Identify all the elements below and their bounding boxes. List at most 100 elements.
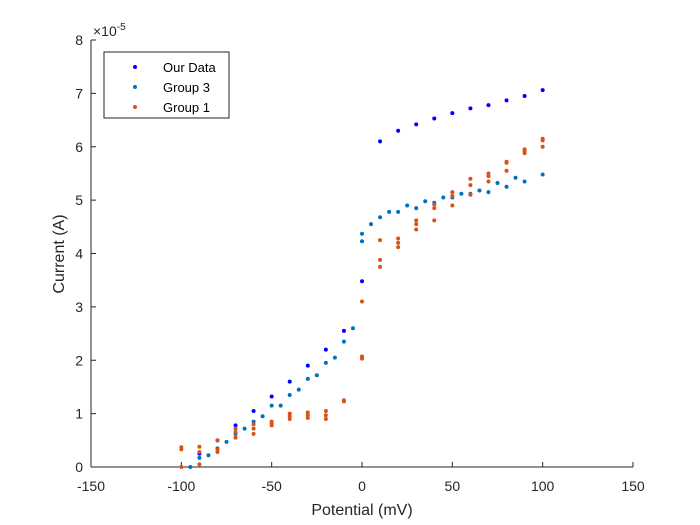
legend-label-group-3: Group 3 [163,80,210,95]
data-point-our-data [251,408,256,413]
y-tick-label: 0 [75,459,83,475]
data-point-group-1 [360,299,364,304]
data-point-group-3 [369,222,374,227]
data-point-group-3 [540,172,545,177]
data-point-group-1 [269,419,274,424]
data-point-group-1 [450,193,455,198]
data-point-our-data [323,347,328,352]
ticks: -150 -100 -50 0 50 100 150 0 1 2 3 4 5 6 7 8 [75,32,645,494]
data-point-group-1 [378,264,383,269]
legend-marker-group-3 [133,85,137,89]
y-tick-label: 1 [75,406,83,422]
data-point-group-1 [450,190,455,195]
data-point-group-1 [360,354,364,359]
data-point-group-1 [323,416,328,421]
data-point-group-1 [215,438,220,443]
data-point-group-1 [233,426,238,431]
y-exponent-base: ×10 [93,23,117,39]
data-point-group-1 [414,227,419,232]
data-point-group-3 [341,339,346,344]
data-point-our-data [486,103,491,108]
data-point-group-3 [305,376,310,381]
y-axis-title: Current (A) [51,214,68,293]
data-point-group-1 [486,171,491,176]
data-point-group-1 [450,203,455,208]
data-point-group-1 [396,236,401,241]
x-axis-title: Potential (mV) [311,502,412,519]
data-point-group-3 [242,426,247,431]
data-point-our-data [414,122,419,127]
data-point-our-data [360,279,364,284]
y-tick-label: 7 [75,85,83,101]
data-point-group-1 [432,206,437,211]
data-point-our-data [468,106,473,111]
legend-label-group-1: Group 1 [163,100,210,115]
data-point-our-data [504,98,509,103]
data-point-group-3 [522,179,527,184]
x-tick-label: 0 [358,478,366,494]
x-tick-label: 100 [531,478,555,494]
data-point-group-3 [278,403,283,408]
y-tick-label: 2 [75,352,83,368]
data-point-group-3 [405,203,410,208]
data-point-group-1 [540,136,545,141]
data-point-our-data [522,94,527,99]
x-tick-label: 150 [621,478,645,494]
data-point-group-3 [486,190,491,195]
data-point-group-1 [287,411,292,416]
data-point-group-1 [432,202,437,207]
data-point-group-1 [396,245,401,250]
data-point-our-data [233,423,238,428]
data-point-group-1 [233,435,238,440]
data-point-group-1 [522,147,527,152]
data-point-group-1 [179,465,184,469]
data-point-group-1 [414,222,419,227]
data-point-group-3 [396,209,401,214]
y-tick-label: 3 [75,299,83,315]
data-point-group-3 [378,215,383,220]
data-point-group-3 [423,199,428,204]
data-point-group-3 [360,231,364,236]
data-point-group-3 [296,387,301,392]
data-point-our-data [287,379,292,384]
legend-box [103,51,230,119]
data-point-group-1 [540,144,545,149]
y-tick-label: 4 [75,246,83,262]
data-point-group-1 [323,413,328,418]
data-point-group-3 [323,360,328,365]
legend-label-our-data: Our Data [163,60,217,75]
data-point-group-3 [332,355,337,360]
data-point-group-1 [432,218,437,223]
data-points [179,88,545,469]
data-point-group-1 [378,238,383,243]
data-point-our-data [269,394,274,399]
legend-marker-group-1 [133,105,137,109]
data-point-group-1 [414,218,419,223]
data-point-group-3 [441,195,446,200]
data-point-group-1 [251,431,256,436]
data-point-group-1 [233,430,238,435]
data-point-our-data [396,128,401,133]
data-point-group-3 [314,373,319,378]
data-point-group-3 [287,392,292,397]
data-point-group-1 [251,422,256,427]
y-exponent-power: -5 [117,22,126,33]
data-point-our-data [341,328,346,333]
data-point-group-1 [341,398,346,403]
data-point-group-1 [179,445,184,450]
data-point-group-1 [323,408,328,413]
x-tick-label: 50 [445,478,461,494]
data-point-group-3 [459,191,464,196]
data-point-group-3 [477,188,482,193]
legend-marker-our-data [133,65,137,69]
data-point-group-1 [197,444,202,449]
y-tick-label: 5 [75,192,83,208]
data-point-our-data [450,111,455,116]
x-tick-label: -50 [262,478,282,494]
data-point-group-3 [197,455,202,460]
data-point-group-3 [414,206,419,211]
data-point-our-data [432,116,437,121]
data-point-group-1 [215,447,220,452]
data-point-group-1 [468,176,473,181]
data-point-group-3 [260,414,265,419]
